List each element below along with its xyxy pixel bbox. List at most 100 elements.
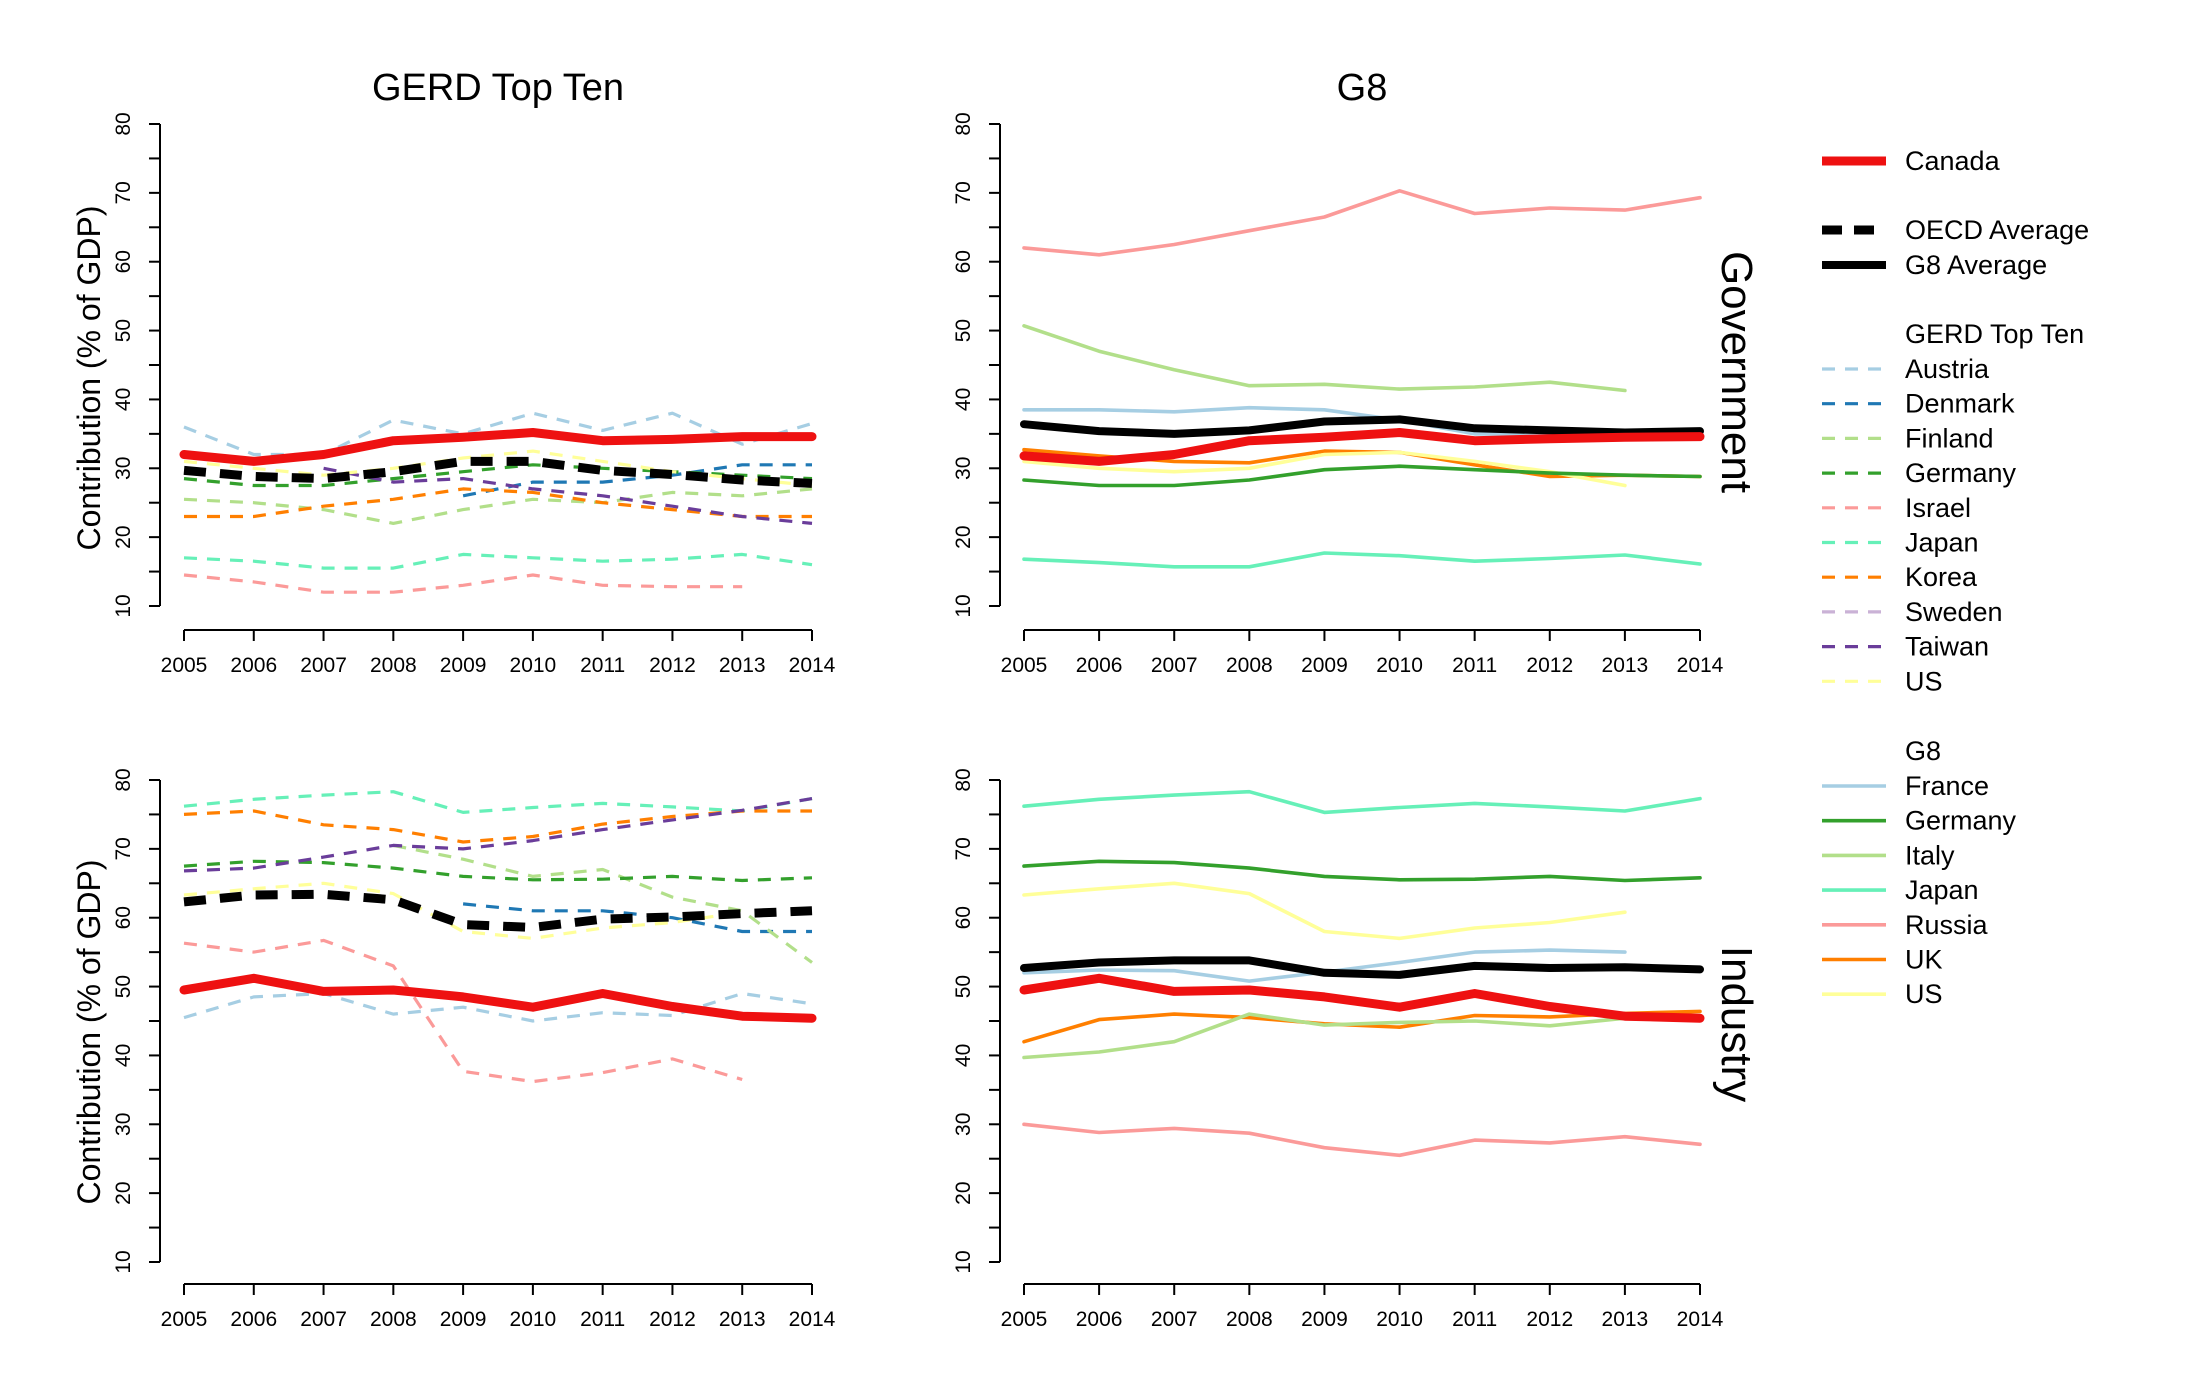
legend-label-austria: Austria (1905, 354, 1990, 384)
x-tick-label: 2005 (1001, 654, 1048, 677)
legend-label-us: US (1905, 979, 1943, 1009)
legend-label-germany: Germany (1905, 458, 2017, 488)
y-tick-label: 60 (112, 906, 135, 929)
y-tick-label: 10 (952, 1250, 975, 1273)
x-tick-label: 2005 (161, 1308, 208, 1331)
x-tick-label: 2009 (1301, 654, 1348, 677)
series-line-austria (183, 991, 813, 1023)
legend-label-taiwan: Taiwan (1905, 632, 1989, 662)
series-line-finland (183, 487, 813, 525)
y-tick-label: 20 (112, 525, 135, 548)
x-tick-label: 2007 (300, 1308, 347, 1331)
legend-label-uk: UK (1905, 945, 1943, 975)
y-tick-label: 60 (952, 906, 975, 929)
x-tick-label: 2014 (789, 1308, 836, 1331)
x-tick-label: 2007 (300, 654, 347, 677)
series-line-italy (1022, 1012, 1702, 1060)
y-tick-label: 80 (952, 768, 975, 791)
y-tick-label: 10 (952, 594, 975, 617)
panel-3: 2005 2006 2007 2008 2009 2010 2011 2012 2013 2014… (952, 768, 1724, 1331)
series-line-us (183, 881, 743, 940)
x-tick-label: 2008 (370, 1308, 417, 1331)
panel-title-top-ten: GERD Top Ten (372, 67, 624, 109)
x-tick-label: 2009 (1301, 1308, 1348, 1331)
x-tick-label: 2012 (649, 654, 696, 677)
row-label-industry: Industry (1712, 946, 1761, 1103)
legend-label-italy: Italy (1905, 840, 1955, 870)
y-tick-label: 50 (952, 319, 975, 342)
x-tick-label: 2014 (1677, 1308, 1724, 1331)
legend-label-sweden: Sweden (1905, 597, 2003, 627)
legend-label-japan: Japan (1905, 528, 1979, 558)
y-tick-label: 50 (112, 319, 135, 342)
x-tick-label: 2010 (1376, 1308, 1423, 1331)
series-line-g8-average (1020, 415, 1704, 438)
x-tick-label: 2014 (789, 654, 836, 677)
series-line-france (1022, 405, 1627, 436)
x-tick-label: 2013 (719, 654, 766, 677)
x-tick-label: 2012 (1526, 1308, 1573, 1331)
y-tick-label: 40 (112, 1044, 135, 1067)
legend-label-finland: Finland (1905, 423, 1994, 453)
series-line-canada (1019, 428, 1705, 466)
y-tick-label: 80 (952, 112, 975, 135)
series-line-japan (1022, 551, 1702, 569)
series-line-germany (183, 859, 813, 883)
series-line-israel (183, 573, 743, 594)
x-tick-label: 2010 (510, 1308, 557, 1331)
y-tick-label: 60 (952, 250, 975, 273)
legend-label-japan: Japan (1905, 875, 1979, 905)
series-line-israel (183, 938, 743, 1084)
legend-label-france: France (1905, 771, 1989, 801)
series-line-us (1022, 881, 1627, 941)
x-tick-label: 2010 (1376, 654, 1423, 677)
y-tick-label: 10 (112, 594, 135, 617)
x-tick-label: 2014 (1677, 654, 1724, 677)
y-tick-label: 50 (112, 975, 135, 998)
panel-2: 2005 2006 2007 2008 2009 2010 2011 2012 2013 2014… (112, 768, 836, 1331)
series-line-canada (1019, 973, 1705, 1023)
y-tick-label: 30 (112, 1113, 135, 1136)
y-tick-label: 70 (952, 837, 975, 860)
legend-label-korea: Korea (1905, 562, 1978, 592)
legend-label-canada: Canada (1905, 146, 2001, 176)
y-tick-label: 80 (112, 112, 135, 135)
legend-header-g8: G8 (1905, 736, 1941, 766)
x-tick-label: 2006 (1076, 1308, 1123, 1331)
y-axis-label-top: Contribution (% of GDP) (71, 205, 107, 550)
x-tick-label: 2012 (1526, 654, 1573, 677)
x-tick-label: 2012 (649, 1308, 696, 1331)
legend-label-oecd-average: OECD Average (1905, 215, 2089, 245)
legend-label-denmark: Denmark (1905, 389, 2015, 419)
y-tick-label: 80 (112, 768, 135, 791)
x-tick-label: 2009 (440, 1308, 487, 1331)
x-tick-label: 2008 (1226, 1308, 1273, 1331)
series-line-italy (1022, 324, 1627, 393)
series-line-germany (1022, 464, 1702, 488)
y-tick-label: 70 (112, 837, 135, 860)
panel-title-g8: G8 (1337, 67, 1388, 109)
x-tick-label: 2007 (1151, 1308, 1198, 1331)
series-line-russia (1022, 1122, 1702, 1158)
panel-1: 2005 2006 2007 2008 2009 2010 2011 2012 2013 2014… (952, 112, 1724, 677)
series-line-canada (179, 973, 817, 1023)
legend: Canada OECD Average G8 Average GERD Top Ten… (1822, 146, 2089, 1009)
y-tick-label: 10 (112, 1250, 135, 1273)
x-tick-label: 2006 (230, 1308, 277, 1331)
x-tick-label: 2006 (1076, 654, 1123, 677)
x-tick-label: 2006 (230, 654, 277, 677)
y-tick-label: 30 (952, 457, 975, 480)
series-line-oecd-average (183, 456, 813, 488)
x-tick-label: 2008 (370, 654, 417, 677)
y-tick-label: 30 (112, 457, 135, 480)
x-tick-label: 2011 (580, 1308, 625, 1331)
y-tick-label: 70 (952, 181, 975, 204)
y-tick-label: 20 (952, 1181, 975, 1204)
series-line-japan (1022, 789, 1702, 815)
x-tick-label: 2011 (1452, 1308, 1497, 1331)
x-tick-label: 2009 (440, 654, 487, 677)
series-line-korea (183, 809, 812, 844)
series-line-germany (1022, 859, 1702, 883)
legend-label-israel: Israel (1905, 493, 1971, 523)
series-line-austria (183, 411, 813, 457)
